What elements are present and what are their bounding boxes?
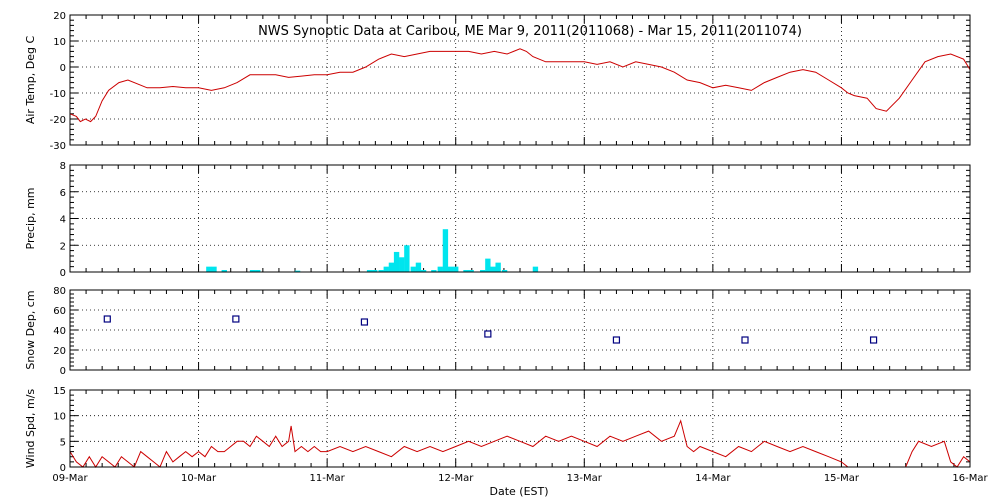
x-tick-label: 12-Mar	[438, 473, 474, 484]
precip-bar	[404, 245, 410, 272]
panel-frame	[69, 14, 971, 146]
panel-wind-speed: 0 5 10 15 Wind Spd, m/s	[24, 386, 971, 474]
y-tick-label: -10	[50, 89, 66, 100]
precip-bar	[501, 269, 508, 272]
y-tick-label: 20	[53, 11, 66, 22]
wind-speed-series-line	[69, 419, 971, 468]
precip-bar	[447, 266, 454, 272]
precip-bar	[532, 266, 539, 272]
precip-bar	[442, 229, 449, 272]
y-tick-label: -20	[50, 115, 66, 126]
precip-bar	[221, 269, 227, 272]
panel-frame	[69, 164, 971, 273]
precip-bar	[372, 269, 378, 272]
panel-frame	[69, 289, 971, 371]
x-tick-label: 09-Mar	[52, 473, 88, 484]
chart-title: NWS Synoptic Data at Caribou, ME Mar 9, …	[258, 24, 802, 39]
precip-bar	[294, 270, 301, 272]
y-tick-label: 4	[60, 215, 66, 226]
y-tick-label: -30	[50, 141, 66, 152]
y-tick-label: 0	[60, 63, 66, 74]
x-axis-label: Date (EST)	[489, 485, 548, 498]
panel-air-temp: -30 -20 -10 0 10 20 Air Temp, Deg C	[24, 11, 971, 152]
precip-bar	[437, 266, 443, 272]
precip-bar	[415, 262, 422, 272]
precip-bar	[383, 266, 389, 272]
panel-snow-depth: 0 20 40 60 80 Snow Dep, cm	[24, 286, 971, 377]
snow-depth-point	[484, 330, 492, 338]
precip-bar	[468, 269, 474, 272]
x-tick-label: 13-Mar	[567, 473, 603, 484]
y-tick-label: 0	[60, 463, 66, 474]
precip-bar	[249, 269, 256, 272]
x-tick-label: 10-Mar	[181, 473, 217, 484]
x-tick-label: 16-Mar	[952, 473, 988, 484]
y-tick-label: 6	[60, 188, 66, 199]
x-tick-label: 11-Mar	[310, 473, 346, 484]
y-tick-label: 15	[53, 386, 66, 397]
y-tick-label: 8	[60, 161, 66, 172]
precip-bar	[463, 269, 469, 272]
snow-depth-point	[232, 315, 240, 323]
x-tick-label: 14-Mar	[695, 473, 731, 484]
precip-bar	[485, 258, 491, 272]
precip-bar	[480, 269, 486, 272]
y-tick-label: 10	[53, 412, 66, 423]
x-tick-label: 15-Mar	[824, 473, 860, 484]
precip-bar	[393, 251, 400, 272]
x-tick-labels: 09-Mar 10-Mar 11-Mar 12-Mar 13-Mar 14-Mar 15-M…	[52, 473, 988, 484]
precip-bar	[206, 266, 212, 272]
y-axis-label: Precip, mm	[24, 188, 37, 250]
snow-depth-point	[741, 336, 749, 344]
precip-bar	[453, 266, 459, 272]
y-tick-label: 0	[60, 268, 66, 279]
snow-depth-point	[869, 336, 878, 344]
precip-bar	[211, 266, 217, 272]
panel-frame	[69, 389, 971, 468]
panel-precip: 0 2 4 6 8 Precip, mm	[24, 161, 971, 279]
precip-bar	[378, 269, 384, 272]
y-tick-label: 20	[53, 346, 66, 357]
precip-bar	[366, 269, 373, 272]
y-tick-label: 2	[60, 241, 66, 252]
y-axis-label: Air Temp, Deg C	[24, 36, 37, 125]
snow-depth-point	[103, 315, 111, 323]
air-temp-series-line	[69, 48, 971, 123]
panels: -30 -20 -10 0 10 20 Air Temp, Deg C 0 2 4 6 8 Precip…	[24, 11, 971, 474]
precip-bar	[420, 269, 427, 272]
y-axis-label: Snow Dep, cm	[24, 290, 37, 369]
precip-bar	[495, 262, 501, 272]
precip-bar	[255, 269, 261, 272]
precip-bar	[431, 269, 437, 272]
precip-bar	[399, 257, 405, 272]
precip-bar	[490, 266, 496, 272]
y-tick-label: 80	[53, 286, 66, 297]
y-axis-label: Wind Spd, m/s	[24, 389, 37, 469]
y-tick-label: 5	[60, 437, 66, 448]
snow-depth-point	[612, 336, 621, 344]
y-tick-label: 60	[53, 306, 66, 317]
precip-bar	[410, 266, 416, 272]
y-tick-label: 10	[53, 37, 66, 48]
y-tick-label: 0	[60, 366, 66, 377]
y-tick-label: 40	[53, 326, 66, 337]
snow-depth-point	[360, 318, 369, 326]
precip-bar	[388, 262, 395, 272]
